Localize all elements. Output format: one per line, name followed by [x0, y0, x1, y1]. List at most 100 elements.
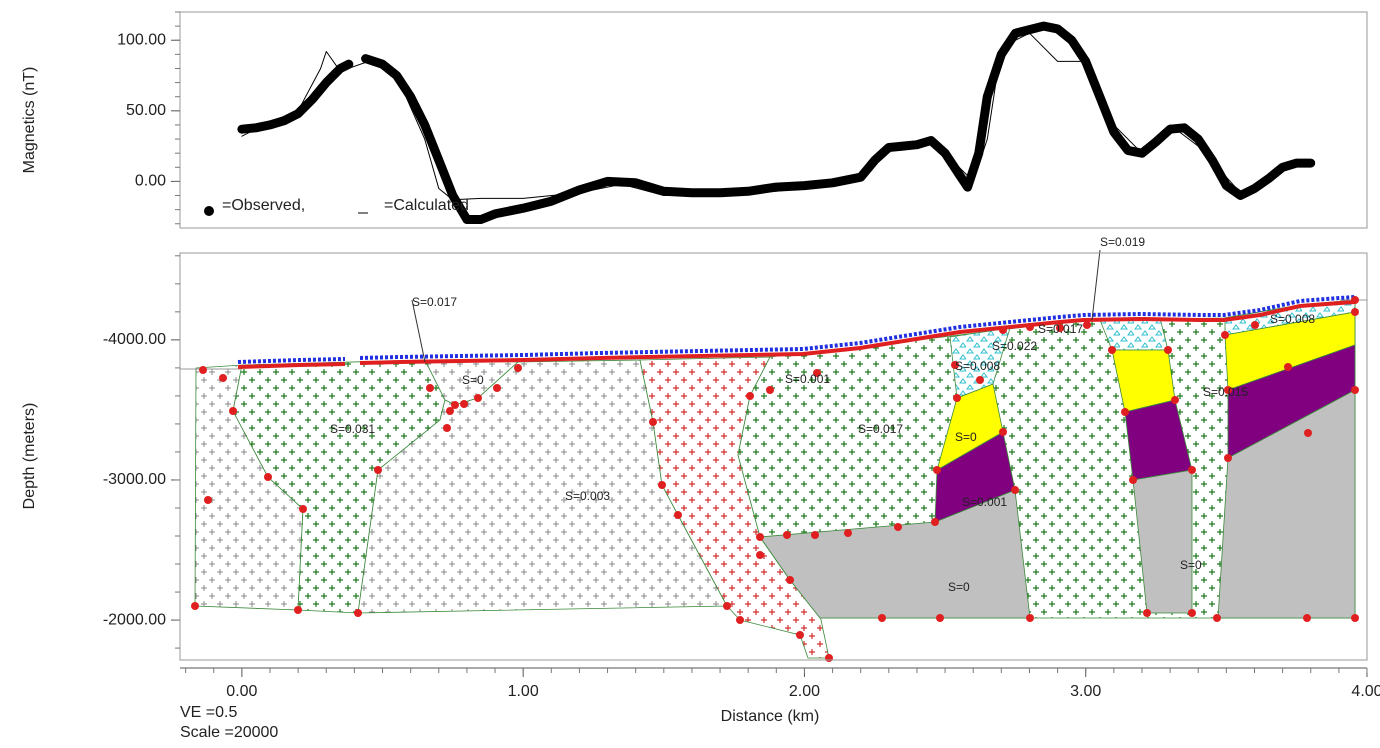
x-tick-label: 4.00 [1351, 683, 1380, 700]
susceptibility-label: S=0.003 [565, 489, 610, 503]
leader-line [411, 299, 426, 363]
x-tick-label: 1.00 [508, 683, 539, 700]
vertex [786, 576, 794, 584]
model-bodies [180, 299, 1367, 659]
vertex [1213, 614, 1221, 622]
vertex [746, 392, 754, 400]
leader-line [1091, 249, 1101, 321]
susceptibility-label: S=0 [462, 373, 484, 387]
vertex [374, 466, 382, 474]
vertex [811, 531, 819, 539]
vertex [796, 631, 804, 639]
vertex [1164, 346, 1172, 354]
susceptibility-label: S=0.017 [858, 422, 903, 436]
vertex [451, 401, 459, 409]
vertex [426, 384, 434, 392]
vertex [1056, 324, 1064, 332]
vertex [1129, 476, 1137, 484]
susceptibility-label: S=0.019 [1100, 235, 1145, 249]
x-tick-label: 3.00 [1070, 683, 1101, 700]
vertex [951, 361, 959, 369]
vertex [999, 428, 1007, 436]
vertex [736, 616, 744, 624]
vertex [199, 366, 207, 374]
vertex [1304, 429, 1312, 437]
model-body [1099, 317, 1169, 351]
vertex [1284, 363, 1292, 371]
vertex [1188, 466, 1196, 474]
ve-note: VE =0.5 [180, 704, 237, 721]
vertex [446, 407, 454, 415]
vertex [219, 374, 227, 382]
topography-line [237, 300, 1356, 369]
x-axis-label: Distance (km) [721, 708, 820, 725]
vertex [766, 386, 774, 394]
vertex [825, 654, 833, 662]
vertex [204, 496, 212, 504]
y-tick-label: -3000.00 [103, 471, 166, 488]
vertex [844, 529, 852, 537]
vertex [1351, 386, 1359, 394]
vertex [299, 505, 307, 513]
susceptibility-label: S=0.008 [1270, 312, 1315, 326]
legend-label: =Observed, [222, 197, 305, 214]
susceptibility-label: S=0 [955, 430, 977, 444]
plot-frame [179, 11, 1368, 229]
plot-frame [179, 252, 1368, 661]
vertex [1083, 321, 1091, 329]
y-axis-label: Magnetics (nT) [21, 67, 38, 174]
vertex [1351, 296, 1359, 304]
vertex [1121, 408, 1129, 416]
susceptibility-label: S=0.017 [412, 295, 457, 309]
vertex [1303, 614, 1311, 622]
vertex [658, 481, 666, 489]
x-tick-label: 0.00 [226, 683, 257, 700]
vertex [191, 602, 199, 610]
vertex [674, 511, 682, 519]
y-tick-label: -2000.00 [103, 611, 166, 628]
susceptibility-label: S=0 [1180, 558, 1202, 572]
vertex [264, 473, 272, 481]
vertex [931, 518, 939, 526]
vertex [474, 394, 482, 402]
susceptibility-label: S=0.017 [1038, 322, 1083, 336]
vertex [1221, 331, 1229, 339]
observed-line [237, 21, 1316, 224]
legend-symbol [204, 206, 214, 216]
scale-note: Scale =20000 [180, 724, 278, 741]
vertex [783, 531, 791, 539]
vertex [894, 523, 902, 531]
vertex [878, 614, 886, 622]
vertex [756, 551, 764, 559]
calculated-line [241, 32, 1312, 201]
susceptibility-label: S=0 [948, 580, 970, 594]
y-axis-label: Depth (meters) [21, 403, 38, 510]
vertex [294, 606, 302, 614]
vertex [756, 533, 764, 541]
susceptibility-label: S=0.022 [992, 339, 1037, 353]
y-tick-label: 50.00 [126, 102, 166, 119]
vertex [1026, 614, 1034, 622]
y-tick-label: 100.00 [117, 31, 166, 48]
vertex [354, 609, 362, 617]
vertex [999, 326, 1007, 334]
vertex [1188, 609, 1196, 617]
susceptibility-label: S=0.001 [785, 372, 830, 386]
vertex [1026, 323, 1034, 331]
x-tick-label: 2.00 [789, 683, 820, 700]
vertex [1143, 609, 1151, 617]
vertex [443, 424, 451, 432]
vertex [514, 364, 522, 372]
vertex [1108, 346, 1116, 354]
vertex [229, 407, 237, 415]
vertex [1351, 614, 1359, 622]
vertex [976, 376, 984, 384]
susceptibility-label: S=0.008 [955, 359, 1000, 373]
vertex [460, 400, 468, 408]
vertex [493, 384, 501, 392]
vertex [1224, 454, 1232, 462]
y-tick-label: -4000.00 [103, 331, 166, 348]
vertex [723, 602, 731, 610]
vertex [1251, 321, 1259, 329]
